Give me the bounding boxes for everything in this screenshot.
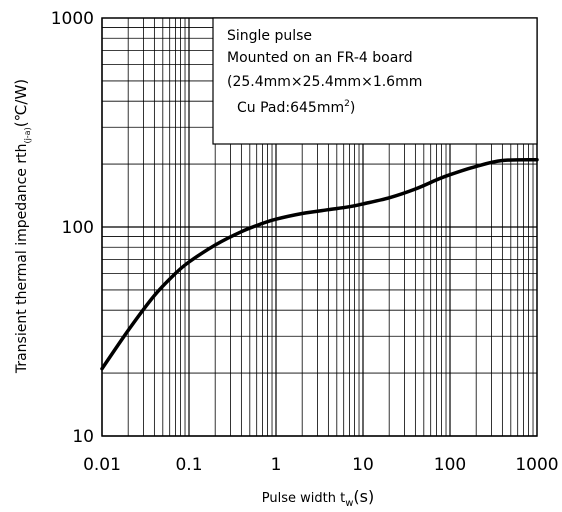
y-axis-label-unit: (℃/W) [12, 79, 30, 127]
y-axis-label: Transient thermal impedance rth(j-a)(℃/W… [12, 79, 32, 374]
x-tick-label: 100 [434, 455, 466, 475]
y-tick-labels: 10 100 1000 [51, 9, 94, 447]
annotation-line-4-close: ) [350, 100, 355, 116]
x-tick-labels: 0.01 0.1 1 10 100 1000 [83, 455, 559, 475]
y-tick-label: 100 [62, 218, 94, 238]
x-tick-label: 0.1 [175, 455, 202, 475]
annotation-line-3: (25.4mm×25.4mm×1.6mm [227, 74, 422, 90]
x-axis-label-unit: (s) [353, 487, 374, 506]
x-tick-label: 1 [271, 455, 282, 475]
x-axis-label: Pulse width tw(s) [262, 487, 374, 509]
annotation-box-frame [212, 17, 538, 145]
annotation-line-4-text: Cu Pad:645mm [237, 100, 344, 116]
annotation-box: Single pulse Mounted on an FR-4 board (2… [212, 17, 538, 145]
annotation-line-4: Cu Pad:645mm2) [237, 99, 355, 116]
annotation-line-4-sup: 2 [344, 99, 350, 109]
y-tick-label: 1000 [51, 9, 94, 29]
y-tick-label: 10 [72, 427, 94, 447]
x-axis-label-main: Pulse width t [262, 491, 345, 506]
annotation-line-2: Mounted on an FR-4 board [227, 50, 413, 66]
x-tick-label: 1000 [515, 455, 558, 475]
x-tick-label: 0.01 [83, 455, 121, 475]
x-tick-label: 10 [352, 455, 374, 475]
x-axis-label-sub: w [345, 498, 353, 509]
series-line-thermal-impedance [100, 157, 539, 371]
y-axis-label-sub: (j-a) [23, 127, 32, 143]
annotation-line-1: Single pulse [227, 28, 312, 44]
y-axis-label-main: Transient thermal impedance rth [14, 144, 30, 375]
